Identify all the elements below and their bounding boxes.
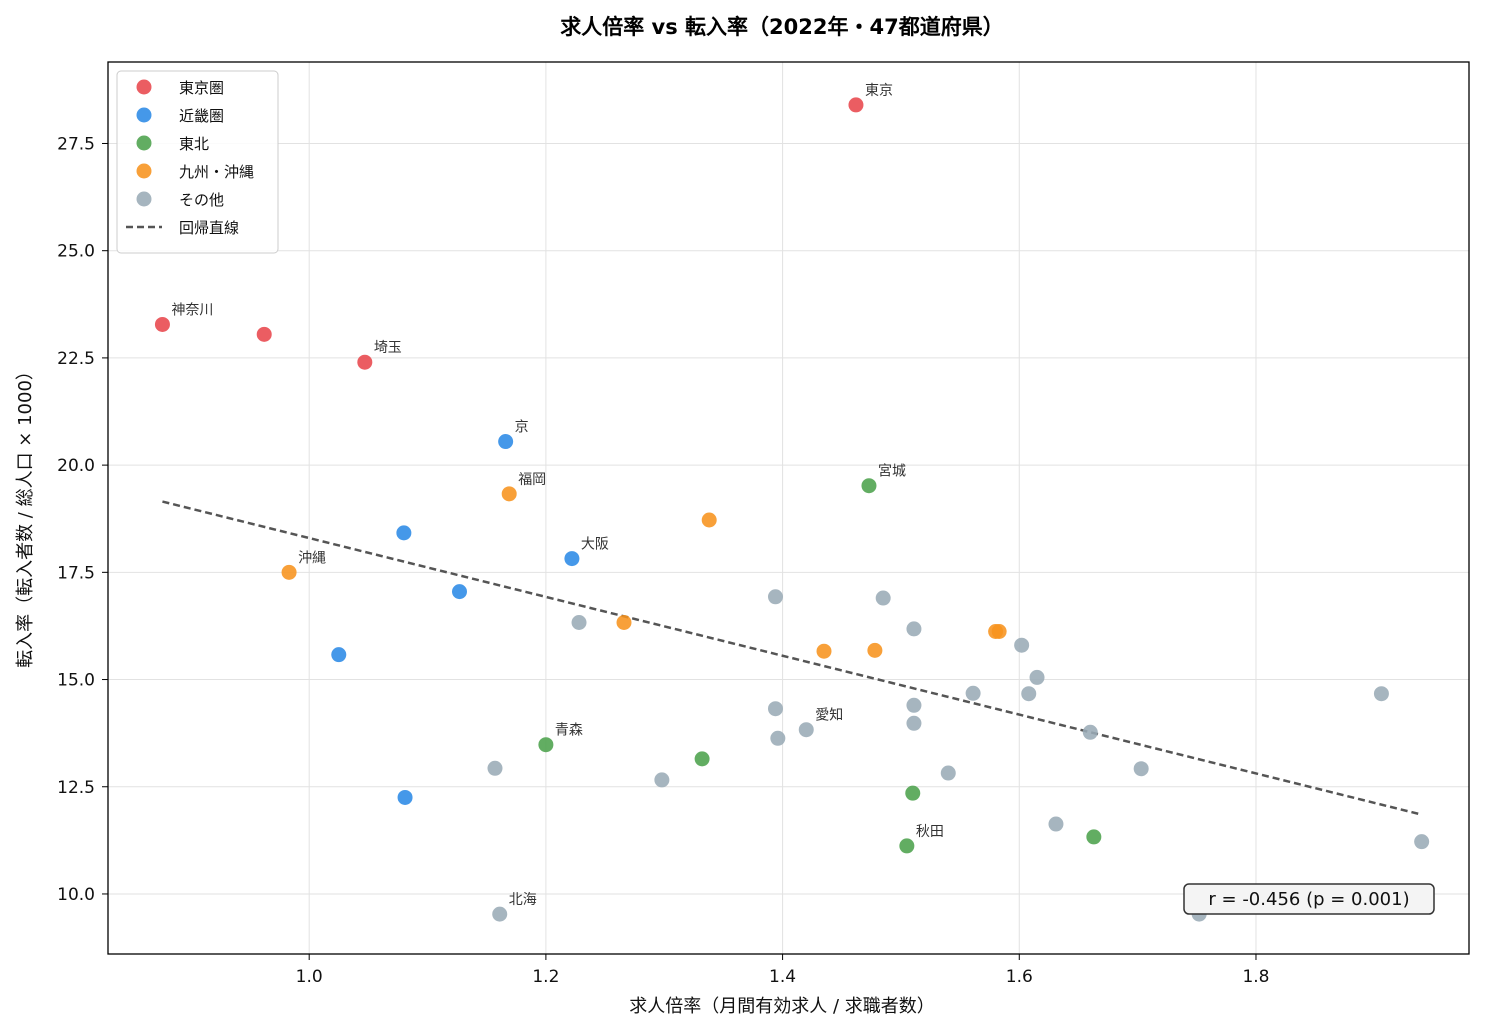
y-axis-ticks: 10.0 12.5 15.0 17.5 20.0 22.5 25.0 27.5 (57, 134, 108, 905)
data-point (1048, 816, 1064, 832)
grid (108, 62, 1469, 954)
data-point (451, 584, 467, 600)
point-label: 青森 (555, 723, 583, 739)
legend-marker (136, 79, 152, 95)
data-point (906, 697, 922, 713)
data-point (654, 772, 670, 788)
data-point (848, 97, 864, 113)
y-tick-label: 12.5 (57, 778, 95, 798)
point-label: 神奈川 (171, 302, 213, 318)
stats-box-frame (1183, 883, 1435, 915)
x-tick-label: 1.8 (1242, 967, 1269, 987)
y-tick-label: 10.0 (57, 885, 95, 905)
data-point (1021, 686, 1037, 702)
data-point (1086, 829, 1102, 845)
data-point (357, 354, 373, 370)
data-point (397, 789, 413, 805)
data-point (906, 715, 922, 731)
legend-marker (136, 135, 152, 151)
data-point (798, 722, 814, 738)
x-tick-label: 1.0 (296, 967, 323, 987)
legend-entry: 回帰直線 (179, 219, 239, 237)
x-axis-ticks: 1.0 1.2 1.4 1.6 1.8 (296, 954, 1269, 987)
legend-marker (136, 163, 152, 179)
legend-marker (136, 191, 152, 207)
point-label: 大阪 (581, 537, 609, 553)
legend-entry: その他 (179, 191, 224, 209)
data-point (564, 551, 580, 567)
point-label: 埼玉 (374, 340, 402, 356)
data-point (1082, 724, 1098, 740)
legend-entry: 九州・沖縄 (179, 163, 254, 181)
point-label: 沖縄 (298, 550, 326, 566)
data-point (396, 525, 412, 541)
point-label: 宮城 (878, 464, 906, 480)
point-label: 京 (515, 420, 529, 436)
data-point (965, 685, 981, 701)
chart-title: 求人倍率 vs 転入率（2022年・47都道府県） (560, 15, 1003, 39)
point-label: 愛知 (815, 707, 843, 724)
data-point (1373, 686, 1389, 702)
plot-frame (107, 61, 1470, 955)
point-label: 東京 (865, 83, 893, 99)
data-point (906, 621, 922, 637)
data-point (861, 478, 877, 494)
x-axis-label: 求人倍率（月間有効求人 / 求職者数） (629, 996, 935, 1017)
point-label: 秋田 (916, 824, 944, 840)
data-point (492, 906, 508, 922)
data-point (487, 760, 503, 776)
data-point (940, 765, 956, 781)
point-label: 北海 (509, 892, 537, 908)
data-point (501, 486, 517, 502)
point-label: 福岡 (518, 472, 546, 488)
data-point (1414, 834, 1430, 850)
y-tick-label: 27.5 (57, 134, 95, 154)
regression-line (162, 500, 1422, 816)
data-point (767, 701, 783, 717)
y-tick-label: 17.5 (57, 563, 95, 583)
legend-entry: 東北 (179, 135, 209, 153)
x-tick-label: 1.2 (532, 967, 559, 987)
legend-entry: 東京圏 (179, 79, 224, 97)
legend-entry: 近畿圏 (179, 107, 224, 125)
x-tick-label: 1.6 (1006, 967, 1033, 987)
data-point (899, 838, 915, 854)
y-tick-label: 15.0 (57, 671, 95, 691)
y-tick-label: 20.0 (57, 456, 95, 476)
data-point (538, 737, 554, 753)
data-point (694, 751, 710, 767)
data-point (571, 615, 587, 631)
data-point (1029, 669, 1045, 685)
data-point (281, 564, 297, 580)
data-point (331, 647, 347, 663)
data-point (875, 590, 891, 606)
points-layer (154, 97, 1430, 922)
data-point (867, 642, 883, 658)
y-tick-label: 22.5 (57, 349, 95, 369)
data-point (256, 326, 272, 342)
stats-box: r = -0.456 (p = 0.001) (1183, 883, 1435, 915)
data-point (154, 316, 170, 332)
data-point (616, 615, 632, 631)
data-point (1133, 761, 1149, 777)
data-point (816, 643, 832, 659)
regression-layer (162, 500, 1422, 816)
legend-marker (136, 107, 152, 123)
x-tick-label: 1.4 (769, 967, 796, 987)
data-point (767, 589, 783, 605)
legend-frame (116, 70, 279, 254)
data-point (770, 730, 786, 746)
y-axis-label: 転入率（転入者数 / 総人口 × 1000） (15, 362, 36, 668)
data-point (991, 624, 1007, 640)
data-point (701, 512, 717, 528)
data-point (498, 434, 514, 450)
data-point (1014, 637, 1030, 653)
correlation-stat-text: r = -0.456 (p = 0.001) (1208, 889, 1409, 910)
data-point (905, 785, 921, 801)
y-tick-label: 25.0 (57, 242, 95, 262)
